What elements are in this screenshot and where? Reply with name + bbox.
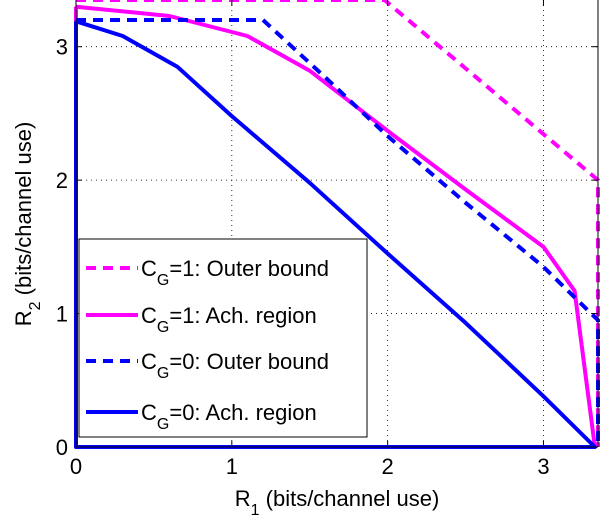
legend-label-2: CG=0: Outer bound <box>141 349 329 382</box>
x-tick-label-2: 2 <box>382 454 394 479</box>
legend-label-main-3: C <box>141 400 157 425</box>
legend-label-sub-0: G <box>157 272 169 289</box>
y-axis-label-main: R <box>11 310 36 326</box>
x-axis-label-main: R <box>235 486 251 511</box>
legend-label-3: CG=0: Ach. region <box>141 400 317 433</box>
y-tick-label-3: 3 <box>56 35 68 60</box>
legend-label-main-1: C <box>141 303 157 328</box>
y-tick-label-0: 0 <box>56 435 68 460</box>
legend-box <box>78 238 368 438</box>
legend-label-rest-2: =0: Outer bound <box>169 349 329 374</box>
legend-label-rest-3: =0: Ach. region <box>169 400 316 425</box>
y-tick-label-1: 1 <box>56 302 68 327</box>
legend-label-sub-3: G <box>157 416 169 433</box>
series-line-2 <box>76 18 600 447</box>
legend-label-main-2: C <box>141 349 157 374</box>
legend-label-0: CG=1: Outer bound <box>141 256 329 289</box>
legend-label-sub-1: G <box>157 319 169 336</box>
y-axis-label: R2 (bits/channel use) <box>11 122 44 327</box>
y-axis-label-rest: (bits/channel use) <box>11 122 36 302</box>
x-tick-label-0: 0 <box>70 454 82 479</box>
x-tick-label-3: 3 <box>537 454 549 479</box>
legend-label-sub-2: G <box>157 365 169 382</box>
x-axis-label-rest: (bits/channel use) <box>260 486 440 511</box>
legend-label-rest-0: =1: Outer bound <box>169 256 329 281</box>
x-tick-label-1: 1 <box>226 454 238 479</box>
x-axis-label-sub: 1 <box>251 502 260 519</box>
legend-label-rest-1: =1: Ach. region <box>169 303 316 328</box>
x-axis-label: R1 (bits/channel use) <box>235 486 440 519</box>
ticks: 0 1 2 3 0 1 2 3 <box>56 0 598 479</box>
legend-label-1: CG=1: Ach. region <box>141 303 317 336</box>
axes-frame <box>75 0 599 448</box>
y-tick-label-2: 2 <box>56 168 68 193</box>
y-axis-label-sub: 2 <box>27 301 44 310</box>
legend-label-main-0: C <box>141 256 157 281</box>
